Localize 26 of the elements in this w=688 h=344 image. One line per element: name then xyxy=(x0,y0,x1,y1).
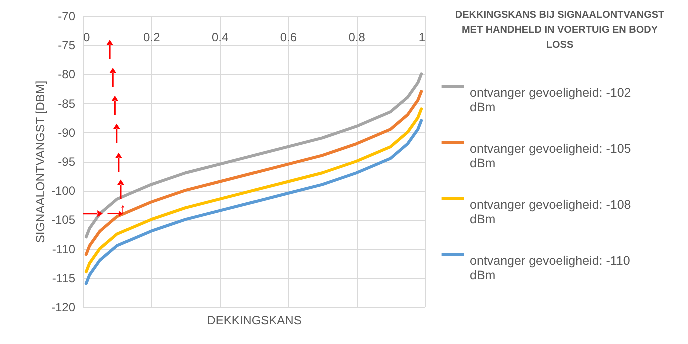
y-axis-title: SIGNAALONTVANGST [DBM] xyxy=(33,80,48,244)
x-tick-label: 0.8 xyxy=(348,30,366,44)
x-axis-title: DEKKINGSKANS xyxy=(207,314,302,328)
y-tick-label: -110 xyxy=(52,242,76,256)
y-tick-label: -105 xyxy=(51,213,76,228)
text: DEKKINGSKANS BIJ SIGNAALONTVANGST MET HANDHELD IN VOERTUIG EN BODY LOSS xyxy=(455,10,665,51)
line-series xyxy=(84,72,424,239)
y-tick-label: -100 xyxy=(51,184,76,198)
y-tick-label: -70 xyxy=(58,10,76,24)
y-tick-label: -120 xyxy=(51,300,76,314)
legend-label: ontvanger gevoeligheid: -108 dBm xyxy=(470,198,632,226)
legend-label: ontvanger gevoeligheid: -102 dBm xyxy=(470,86,632,114)
x-tick-label: 0.6 xyxy=(280,30,298,44)
x-tick-label: 0.4 xyxy=(212,30,229,44)
y-tick-label: -95 xyxy=(58,155,76,169)
y-tick-label: -85 xyxy=(58,96,76,111)
line-series xyxy=(84,90,424,256)
legend-label: ontvanger gevoeligheid: -110 dBm xyxy=(470,254,630,282)
x-tick-label: 0.2 xyxy=(144,30,161,44)
y-tick-label: -80 xyxy=(58,68,76,82)
y-tick-label: -90 xyxy=(58,126,76,140)
y-tick-label: -75 xyxy=(58,38,76,53)
y-tick-label: -115 xyxy=(52,271,76,286)
x-tick-label: 1 xyxy=(418,30,426,44)
x-tick-label: 0 xyxy=(84,30,90,44)
legend-label: ontvanger gevoeligheid: -105 dBm xyxy=(470,142,632,170)
